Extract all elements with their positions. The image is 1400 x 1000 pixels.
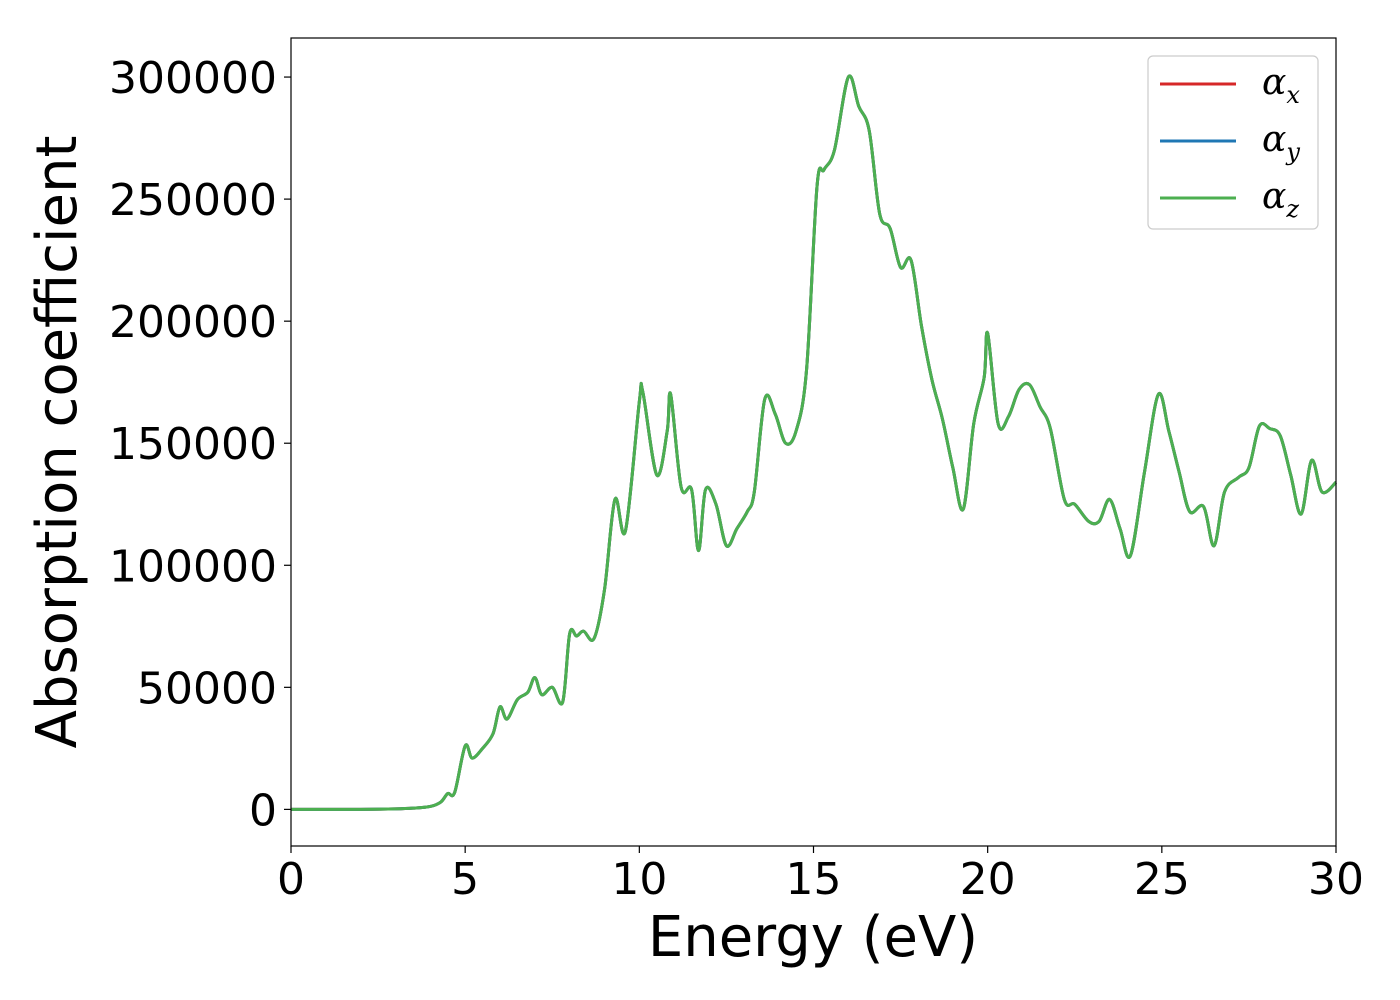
legend-label: αx — [1262, 62, 1300, 109]
legend-label-base: α — [1262, 176, 1286, 217]
y-tick-label: 100000 — [109, 541, 277, 592]
x-tick-label: 5 — [451, 854, 479, 905]
y-tick-label: 150000 — [109, 419, 277, 470]
x-tick-label: 15 — [786, 854, 842, 905]
legend-label-sub: x — [1286, 81, 1300, 109]
x-tick-label: 30 — [1308, 854, 1364, 905]
x-tick-label: 25 — [1134, 854, 1190, 905]
y-tick-label: 200000 — [109, 297, 277, 348]
y-tick-label: 250000 — [109, 175, 277, 226]
series-layer — [290, 74, 1338, 811]
x-tick-label: 20 — [960, 854, 1016, 905]
legend-label: αz — [1262, 176, 1299, 223]
legend-label-base: α — [1262, 62, 1286, 103]
y-tick-label: 50000 — [137, 663, 277, 714]
y-tick-label: 0 — [249, 785, 277, 836]
series-line-z — [290, 74, 1338, 811]
legend-label: αy — [1262, 119, 1300, 166]
legend-label-sub: y — [1285, 138, 1300, 166]
x-axis-ticks: 0 5 10 15 20 25 30 — [277, 846, 1364, 905]
legend-label-base: α — [1262, 119, 1286, 160]
y-axis-title: Absorption coefficient — [25, 136, 90, 749]
y-axis-ticks: 0 50000 100000 150000 200000 250000 300000 — [109, 53, 291, 836]
x-tick-label: 10 — [611, 854, 667, 905]
x-axis-title: Energy (eV) — [648, 905, 978, 970]
legend-label-sub: z — [1285, 195, 1299, 223]
x-tick-label: 0 — [277, 854, 305, 905]
y-tick-label: 300000 — [109, 53, 277, 104]
